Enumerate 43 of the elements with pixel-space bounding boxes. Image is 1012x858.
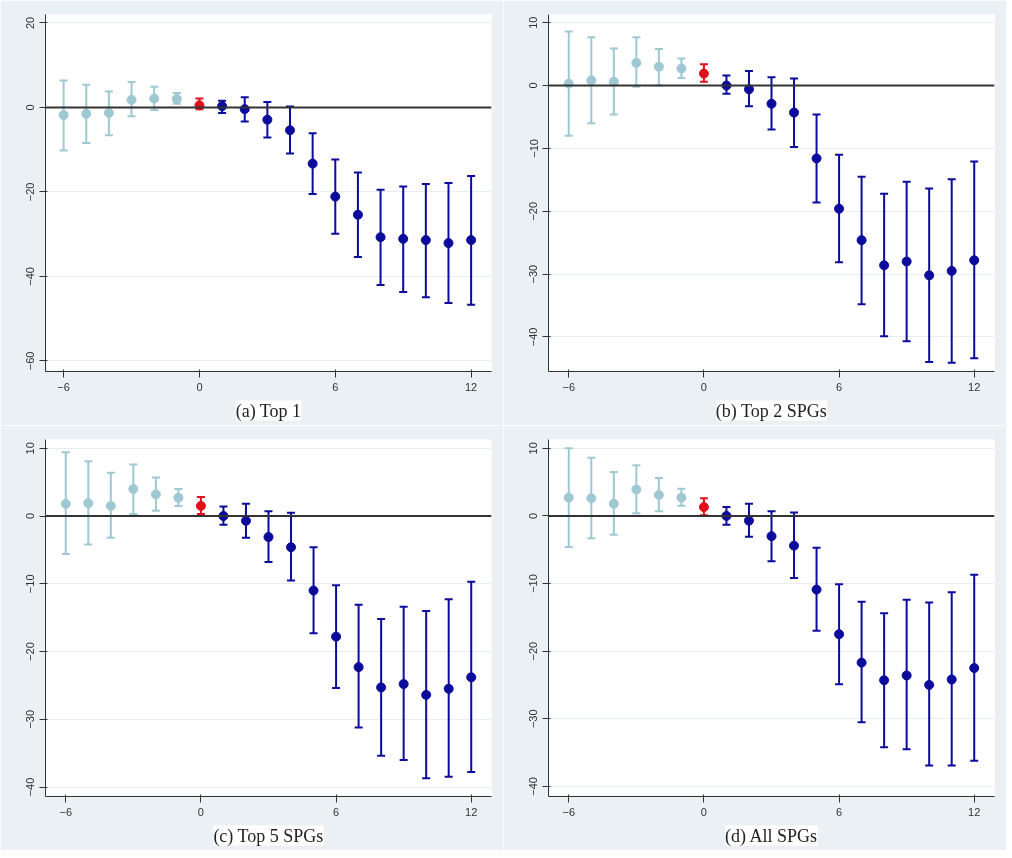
x-tick-label: 0 <box>197 805 204 818</box>
y-tick-label: −30 <box>527 264 540 284</box>
x-tick-label: 0 <box>196 380 203 393</box>
x-tick-label: 6 <box>333 805 340 818</box>
y-tick-label: 0 <box>527 512 540 519</box>
y-tick-label: −20 <box>527 641 540 661</box>
y-tick-label: −20 <box>24 642 37 661</box>
x-tick-label: −6 <box>562 805 576 818</box>
y-tick-label: 10 <box>24 442 37 455</box>
y-tick-label: −60 <box>24 351 37 371</box>
y-tick-label: 0 <box>24 104 37 111</box>
x-tick-label: −6 <box>57 380 70 393</box>
y-tick-label: −30 <box>527 709 540 729</box>
text: (a) Top 1 <box>235 400 302 422</box>
x-tick-label: 12 <box>968 805 981 818</box>
text: (d) All SPGs <box>724 825 818 847</box>
y-tick-label: −40 <box>24 267 37 286</box>
y-tick-label: 0 <box>24 512 37 520</box>
x-tick-label: 12 <box>465 805 478 818</box>
y-tick-label: −10 <box>527 574 540 593</box>
y-tick-label: 10 <box>527 442 540 455</box>
x-tick-label: 6 <box>836 805 843 818</box>
text: (c) Top 5 SPGs <box>213 825 324 847</box>
text: (b) Top 2 SPGs <box>715 400 827 422</box>
y-tick-label: −40 <box>24 777 37 797</box>
x-tick-label: 12 <box>968 380 981 393</box>
x-tick-label: 0 <box>700 380 707 393</box>
y-tick-label: −40 <box>527 327 540 347</box>
x-tick-label: 0 <box>700 805 707 818</box>
x-tick-label: 12 <box>465 380 478 393</box>
y-tick-label: −30 <box>24 709 37 729</box>
y-tick-label: −20 <box>24 182 37 202</box>
x-tick-label: 6 <box>836 380 843 393</box>
y-tick-label: 10 <box>527 16 540 29</box>
y-tick-label: −10 <box>527 139 540 158</box>
x-tick-label: 6 <box>332 380 339 393</box>
x-tick-label: −6 <box>562 380 576 393</box>
y-tick-label: −40 <box>527 777 540 796</box>
y-tick-label: 0 <box>527 82 540 89</box>
y-tick-label: −10 <box>24 574 37 594</box>
x-tick-label: −6 <box>59 805 73 818</box>
y-tick-label: 20 <box>24 16 37 30</box>
y-tick-label: −20 <box>527 201 540 221</box>
